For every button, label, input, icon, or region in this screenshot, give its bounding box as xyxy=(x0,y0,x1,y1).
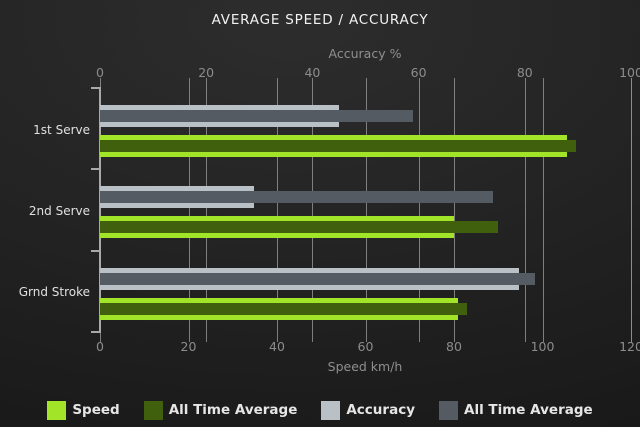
y-axis-tick xyxy=(91,249,101,252)
bottom-axis-label: Speed km/h xyxy=(327,359,403,374)
gridline-bottom-120 xyxy=(631,78,632,342)
legend-item-2: Accuracy xyxy=(321,400,415,420)
legend-label: Speed xyxy=(72,402,120,418)
gridline-bottom-60 xyxy=(365,78,367,342)
gridline-bottom-40 xyxy=(277,78,278,342)
legend-item-3: All Time Average xyxy=(439,400,593,420)
legend-label: Accuracy xyxy=(346,402,415,418)
bar-overlay-all-time-average-top xyxy=(100,191,493,204)
category-label: 2nd Serve xyxy=(28,204,90,218)
gridline-top-60 xyxy=(418,78,420,342)
legend-swatch-speed xyxy=(47,400,67,420)
legend-swatch-accuracy xyxy=(321,400,341,420)
bar-overlay-all-time-average-bottom xyxy=(100,221,499,234)
category-label: Grnd Stroke xyxy=(18,285,90,300)
top-tick-100: 100 xyxy=(619,65,640,80)
bar-overlay-all-time-average-bottom xyxy=(100,302,468,315)
top-tick-20: 20 xyxy=(198,65,215,80)
legend-label: All Time Average xyxy=(464,402,593,418)
bottom-tick-0: 0 xyxy=(96,339,104,354)
top-axis-label: Accuracy % xyxy=(328,46,402,61)
legend-item-0: Speed xyxy=(47,400,120,420)
top-tick-80: 80 xyxy=(516,65,533,80)
bottom-tick-120: 120 xyxy=(619,339,640,354)
bottom-tick-80: 80 xyxy=(446,339,462,354)
bottom-tick-20: 20 xyxy=(180,339,197,354)
y-axis-tick xyxy=(91,331,101,333)
legend-swatch-all-time-average xyxy=(143,400,163,420)
legend: Speed All Time Average Accuracy All Time Av… xyxy=(0,397,640,423)
bottom-tick-100: 100 xyxy=(530,339,555,354)
y-axis-tick xyxy=(91,87,101,89)
legend-label: All Time Average xyxy=(168,402,298,418)
chart-title: AVERAGE SPEED / ACCURACY xyxy=(211,12,429,28)
gridline-bottom-80 xyxy=(454,78,455,342)
gridline-bottom-100 xyxy=(542,78,544,342)
gridline-top-80 xyxy=(524,78,526,342)
gridline-bottom-20 xyxy=(188,78,190,342)
legend-swatch-all-time-average xyxy=(439,400,458,420)
gridline-top-40 xyxy=(312,78,314,342)
gridline-top-20 xyxy=(206,78,208,342)
y-axis-line xyxy=(99,88,101,332)
top-tick-60: 60 xyxy=(410,65,427,80)
legend-item-1: All Time Average xyxy=(143,400,298,420)
bottom-tick-60: 60 xyxy=(357,339,374,354)
top-tick-0: 0 xyxy=(96,65,104,80)
top-tick-40: 40 xyxy=(304,65,321,80)
y-axis-tick xyxy=(91,168,101,171)
bar-overlay-all-time-average-top xyxy=(100,110,414,122)
bar-overlay-all-time-average-bottom xyxy=(100,140,576,152)
bar-overlay-all-time-average-top xyxy=(100,272,536,285)
category-label: 1st Serve xyxy=(33,122,90,137)
bottom-tick-40: 40 xyxy=(269,339,285,354)
